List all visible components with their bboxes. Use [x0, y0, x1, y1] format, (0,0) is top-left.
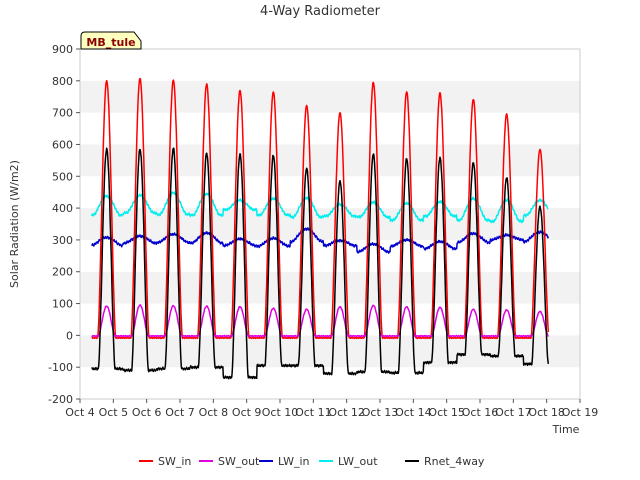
- x-tick-label: Oct 15: [428, 406, 465, 419]
- series-line-sw-in: [91, 77, 550, 340]
- grid-band: [80, 112, 580, 145]
- series-line-lw-out: [90, 191, 549, 224]
- x-tick-label: Oct 18: [528, 406, 565, 419]
- x-tick-label: Oct 5: [99, 406, 129, 419]
- site-annotation: MB_tule: [80, 31, 142, 50]
- x-tick-label: Oct 13: [362, 406, 399, 419]
- series-lines: [90, 77, 550, 380]
- y-tick-label: 0: [66, 329, 73, 342]
- grid-band: [80, 144, 580, 177]
- x-tick-label: Oct 11: [295, 406, 332, 419]
- y-tick-label: 700: [52, 107, 73, 120]
- y-tick-label: 500: [52, 170, 73, 183]
- y-tick-label: 900: [52, 43, 73, 56]
- grid-band: [80, 303, 580, 336]
- x-tick-label: Oct 12: [328, 406, 365, 419]
- x-tick-label: Oct 19: [562, 406, 599, 419]
- y-tick-label: 300: [52, 234, 73, 247]
- y-tick-label: 100: [52, 298, 73, 311]
- y-tick-label: -100: [48, 361, 73, 374]
- legend-label-lw-out: LW_out: [338, 455, 378, 468]
- y-axis: -200 -100 0 100 200 300 400 500 600 700 800 900: [48, 43, 80, 406]
- plot-frame: [79, 48, 581, 400]
- legend-label-rnet-4way: Rnet_4way: [424, 455, 485, 468]
- legend: SW_in SW_out LW_in LW_out Rnet_4way: [139, 455, 485, 468]
- x-tick-label: Oct 17: [495, 406, 532, 419]
- x-tick-label: Oct 6: [132, 406, 162, 419]
- x-tick-label: Oct 10: [262, 406, 299, 419]
- x-tick-label: Oct 9: [232, 406, 262, 419]
- x-tick-label: Oct 7: [165, 406, 195, 419]
- x-tick-label: Oct 8: [199, 406, 229, 419]
- x-axis-label: Time: [552, 423, 580, 436]
- grid-band: [80, 335, 580, 368]
- y-tick-label: -200: [48, 393, 73, 406]
- x-tick-label: Oct 16: [462, 406, 499, 419]
- grid-band: [80, 176, 580, 209]
- chart-title: 4-Way Radiometer: [260, 4, 381, 19]
- grid-band: [80, 49, 580, 81]
- grid-band: [80, 367, 580, 399]
- y-tick-label: 400: [52, 202, 73, 215]
- grid-band: [80, 271, 580, 304]
- x-axis: Oct 4 Oct 5 Oct 6 Oct 7 Oct 8 Oct 9 Oct 10Oct …: [65, 399, 598, 419]
- y-tick-label: 600: [52, 138, 73, 151]
- y-tick-label: 200: [52, 266, 73, 279]
- y-axis-label: Solar Radiation (W/m2): [8, 160, 21, 288]
- legend-label-lw-in: LW_in: [278, 455, 310, 468]
- grid-bands: [80, 49, 580, 399]
- series-line-rnet-4way: [91, 147, 550, 380]
- x-tick-label: Oct 14: [395, 406, 432, 419]
- grid-band: [80, 80, 580, 113]
- x-tick-label: Oct 4: [65, 406, 95, 419]
- site-annotation-label: MB_tule: [86, 36, 135, 49]
- series-line-sw-out: [91, 304, 549, 338]
- legend-label-sw-out: SW_out: [218, 455, 260, 468]
- legend-label-sw-in: SW_in: [158, 455, 191, 468]
- y-tick-label: 800: [52, 75, 73, 88]
